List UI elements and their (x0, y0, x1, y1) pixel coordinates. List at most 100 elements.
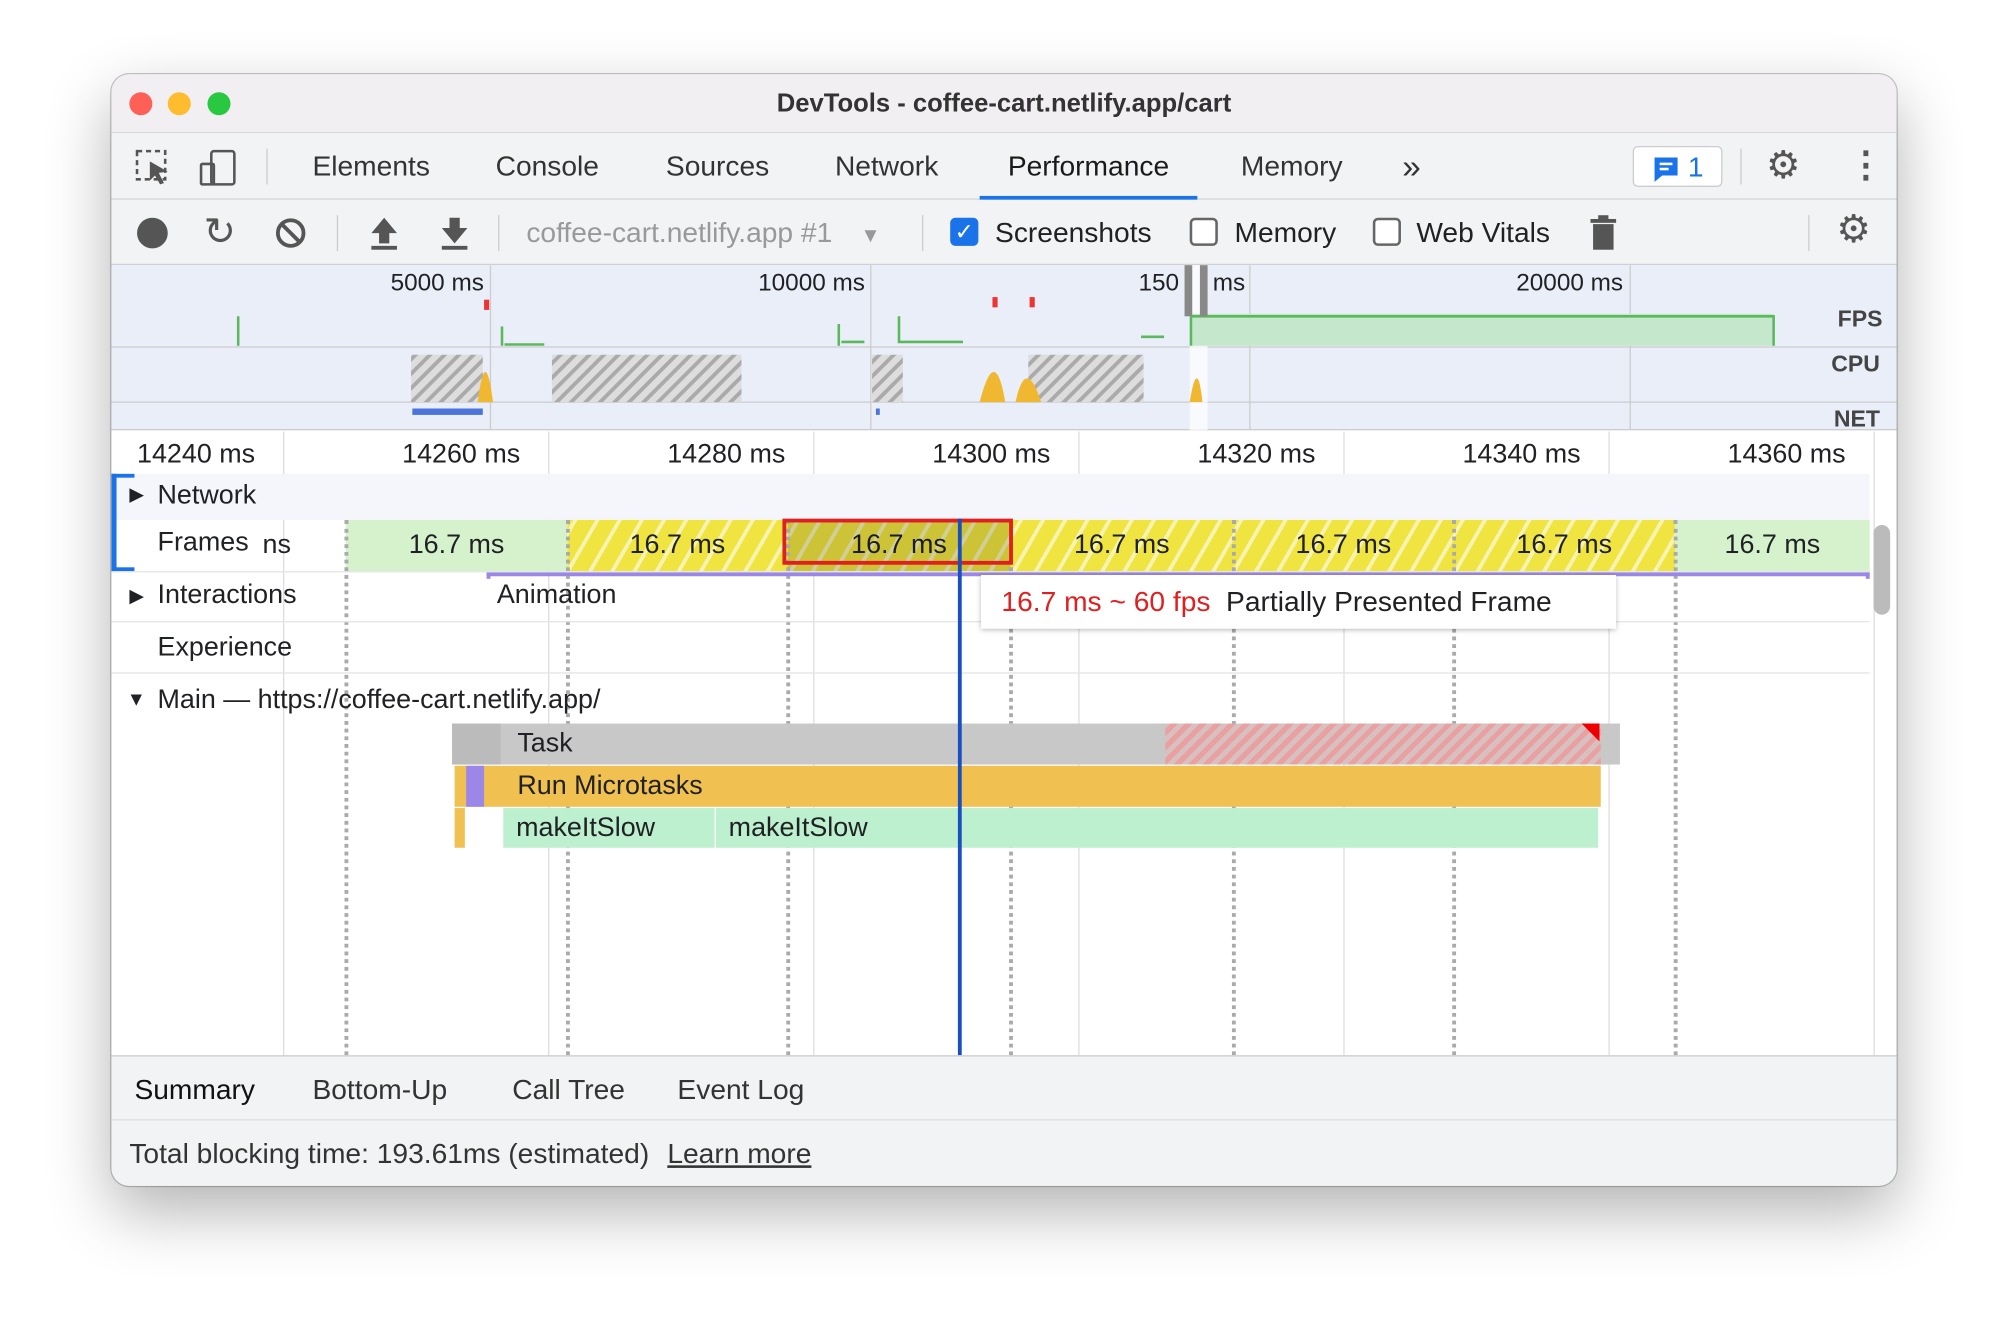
ruler-tick-label: 14240 ms (137, 439, 256, 469)
frame[interactable]: 16.7 ms (1675, 519, 1870, 572)
tab-network[interactable]: Network (834, 149, 939, 182)
collapse-triangle-icon[interactable]: ▼ (126, 688, 146, 711)
net-label: NET (1833, 405, 1880, 432)
download-profile-icon[interactable] (438, 215, 471, 251)
capture-settings-gear-icon[interactable]: ⚙ (1836, 208, 1871, 251)
tooltip-description: Partially Presented Frame (1226, 585, 1552, 618)
screenshots-checkbox[interactable]: ✓ (950, 217, 979, 246)
timeline-overview[interactable]: 5000 ms 10000 ms 150 ms 20000 ms FPS CPU… (111, 265, 1897, 432)
frame[interactable]: 16.7 ms (1453, 519, 1676, 572)
tab-event-log[interactable]: Event Log (677, 1073, 805, 1106)
window-title: DevTools - coffee-cart.netlify.app/cart (776, 89, 1232, 118)
ruler-tick-label: 14320 ms (1197, 439, 1316, 469)
status-bar: Total blocking time: 193.61ms (estimated… (111, 1120, 1897, 1186)
interactions-track-label: Interactions (157, 580, 297, 610)
memory-label: Memory (1234, 216, 1337, 249)
screenshots-label: Screenshots (995, 216, 1152, 249)
animation-label: Animation (496, 580, 617, 610)
fps-warning-mark (484, 299, 490, 310)
ruler-tick-label: 14360 ms (1727, 439, 1846, 469)
cpu-scripting-series (477, 372, 1203, 403)
inspect-element-icon[interactable] (134, 149, 172, 187)
flame-run-microtasks[interactable] (454, 765, 1601, 807)
issues-button[interactable]: 1 (1632, 145, 1723, 187)
cursor-line (957, 518, 962, 1056)
overview-tick: ms (1212, 270, 1246, 298)
tooltip-fps: 16.7 ms ~ 60 fps (1001, 585, 1211, 618)
ruler-tick-label: 14280 ms (667, 439, 786, 469)
total-blocking-time: Total blocking time: 193.61ms (estimated… (129, 1137, 650, 1170)
flame-makeitslow[interactable]: makeItSlow (503, 808, 715, 848)
overview-tick: 10000 ms (758, 270, 865, 298)
fps-series (236, 315, 1775, 346)
frame-tooltip: 16.7 ms ~ 60 fps Partially Presented Fra… (980, 574, 1617, 629)
issues-count: 1 (1687, 151, 1704, 184)
minimize-button[interactable] (167, 92, 191, 116)
more-options-icon[interactable]: ⋮ (1847, 144, 1884, 185)
cpu-idle-block (872, 354, 903, 403)
ruler-tick-label: 14300 ms (932, 439, 1051, 469)
settings-gear-icon[interactable]: ⚙ (1765, 144, 1801, 187)
tab-call-tree[interactable]: Call Tree (512, 1073, 625, 1106)
maximize-button[interactable] (207, 92, 231, 116)
message-icon (1654, 157, 1678, 182)
close-button[interactable] (129, 92, 153, 116)
expand-triangle-icon[interactable]: ▶ (129, 585, 145, 608)
frame-boundary (1673, 519, 1678, 1056)
tab-summary[interactable]: Summary (134, 1073, 255, 1106)
fps-warning-mark (992, 297, 998, 308)
memory-checkbox[interactable] (1189, 217, 1218, 246)
overview-tick: 20000 ms (1516, 270, 1624, 298)
network-request-bar (412, 408, 483, 415)
devtools-window: DevTools - coffee-cart.netlify.app/cart … (111, 74, 1897, 1186)
overview-selection-handle-left[interactable] (1184, 265, 1193, 317)
tab-elements[interactable]: Elements (312, 149, 430, 182)
main-tab-bar: » 1 ⚙ ⋮ Elements Console Sources Network Per… (111, 133, 1897, 200)
performance-toolbar: ↻ coffee-cart.netlify.app #1 ▼ ✓ Screensh… (111, 199, 1897, 266)
reload-record-icon[interactable]: ↻ (203, 211, 236, 254)
profile-select-value: coffee-cart.netlify.app #1 (526, 216, 833, 249)
time-ruler: 14240 ms 14260 ms 14280 ms 14300 ms 14320 ms… (111, 431, 1897, 474)
vertical-scrollbar[interactable] (1873, 525, 1891, 615)
animation-interaction-bar[interactable] (486, 572, 1870, 579)
tab-bottom-up[interactable]: Bottom-Up (312, 1073, 448, 1106)
ruler-tick-label: 14340 ms (1462, 439, 1581, 469)
frame[interactable]: 16.7 ms (1010, 519, 1234, 572)
upload-profile-icon[interactable] (368, 215, 401, 251)
tab-console[interactable]: Console (495, 149, 599, 182)
frame[interactable]: 16.7 ms (345, 519, 568, 572)
web-vitals-label: Web Vitals (1416, 216, 1550, 249)
overview-selection-handle-right[interactable] (1199, 265, 1208, 317)
tab-sources[interactable]: Sources (665, 149, 770, 182)
long-task-overrun (1165, 723, 1601, 765)
cpu-idle-block (551, 354, 742, 403)
frame[interactable]: 16.7 ms (1233, 519, 1454, 572)
experience-track-label: Experience (157, 632, 293, 663)
task-label: Task (517, 728, 573, 759)
fps-label: FPS (1837, 306, 1883, 332)
main-track-label: Main — https://coffee-cart.netlify.app/ (157, 685, 601, 715)
cpu-label: CPU (1831, 350, 1880, 377)
cpu-idle-block (411, 354, 483, 403)
title-bar: DevTools - coffee-cart.netlify.app/cart (111, 74, 1897, 134)
gridline (1873, 431, 1875, 1056)
profile-select[interactable]: coffee-cart.netlify.app #1 ▼ (526, 200, 880, 265)
network-track[interactable]: ▶ Network (111, 473, 1870, 520)
learn-more-link[interactable]: Learn more (667, 1137, 812, 1170)
record-button[interactable] (137, 217, 168, 249)
clear-icon[interactable] (274, 216, 307, 249)
frames-track-label: Frames (157, 527, 249, 558)
more-tabs-icon[interactable]: » (1402, 147, 1421, 186)
tab-memory[interactable]: Memory (1240, 149, 1343, 182)
frame[interactable]: 16.7 ms (567, 519, 788, 572)
flame-makeitslow[interactable]: makeItSlow (715, 808, 1599, 848)
tab-performance[interactable]: Performance (979, 133, 1198, 200)
network-request-bar (875, 408, 880, 415)
trash-icon[interactable] (1589, 215, 1617, 251)
device-toolbar-icon[interactable] (198, 149, 239, 187)
web-vitals-checkbox[interactable] (1372, 217, 1401, 246)
expand-triangle-icon[interactable]: ▶ (129, 484, 145, 506)
selected-frame-outline (782, 518, 1013, 565)
network-track-label: Network (157, 480, 257, 510)
details-tab-bar: Summary Bottom-Up Call Tree Event Log (111, 1055, 1897, 1121)
